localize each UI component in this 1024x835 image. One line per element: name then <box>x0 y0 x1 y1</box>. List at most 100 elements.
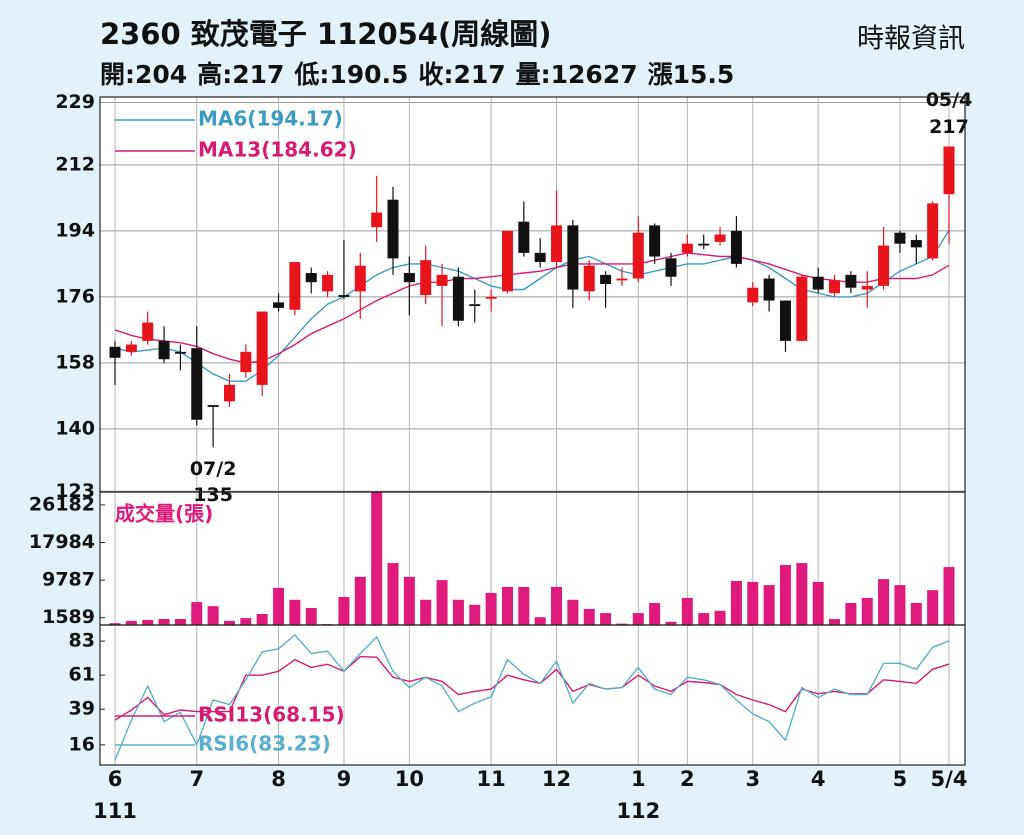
candle-body <box>665 258 677 277</box>
legend-label: RSI13(68.15) <box>198 703 345 727</box>
y-tick-label: 123 <box>55 480 95 502</box>
volume-bar <box>305 608 317 625</box>
series-line <box>114 252 950 364</box>
volume-bar <box>142 619 154 625</box>
y-tick-label: 194 <box>55 219 95 241</box>
x-tick-label: 9 <box>337 767 352 791</box>
volume-bar <box>125 620 137 625</box>
volume-bar <box>681 597 693 625</box>
y-tick-label: 158 <box>55 351 95 373</box>
stat-value: 15.5 <box>673 60 735 89</box>
volume-bar <box>730 580 742 625</box>
candle-body <box>354 265 366 292</box>
candle-body <box>158 340 170 360</box>
candle-body <box>796 276 808 341</box>
x-tick-label: 4 <box>811 767 826 791</box>
candle-body <box>256 311 268 385</box>
stat-label: 收: <box>418 60 453 89</box>
y-tick-label: 212 <box>55 153 95 175</box>
candle-body <box>273 302 285 308</box>
volume-bar <box>371 492 383 625</box>
x-tick-label: 7 <box>189 767 204 791</box>
volume-bar <box>600 613 612 625</box>
x-tick-label: 3 <box>745 767 760 791</box>
volume-bar <box>845 602 857 625</box>
volume-bar <box>861 597 873 625</box>
candle-body <box>322 274 334 292</box>
candle-body <box>829 280 841 294</box>
x-tick-label: 10 <box>395 767 424 791</box>
volume-bar <box>109 623 121 625</box>
candle-body <box>747 287 759 303</box>
candle-body <box>927 203 939 259</box>
candle-body <box>289 262 301 310</box>
volume-bar <box>698 613 710 625</box>
stat-label: 開: <box>100 60 135 89</box>
stat-value: 12627 <box>551 60 638 89</box>
x-tick-label: 11 <box>477 767 506 791</box>
x-tick-label: 5/4 <box>931 767 968 791</box>
candle-body <box>714 234 726 242</box>
candle-body <box>649 225 661 257</box>
candle-body <box>730 230 742 264</box>
stat-label: 漲 <box>648 60 674 89</box>
y-tick-label: 61 <box>69 664 95 686</box>
candle-body <box>420 260 432 296</box>
volume-bar <box>894 585 906 625</box>
x-tick-label: 1 <box>631 767 646 791</box>
volume-bar <box>469 604 481 625</box>
x-year-label: 111 <box>93 799 137 823</box>
candle-body <box>779 300 791 341</box>
stat-label: 高: <box>197 60 232 89</box>
stat-label: 低: <box>293 60 329 89</box>
volume-bar <box>436 580 448 625</box>
volume-bar <box>501 586 513 625</box>
volume-bar <box>387 563 399 625</box>
volume-bar <box>632 613 644 625</box>
volume-bar <box>779 564 791 625</box>
volume-bar <box>338 597 350 625</box>
legend-label: MA13(184.62) <box>198 138 357 162</box>
x-year-label: 112 <box>616 799 660 823</box>
stats-line: 開:204 高:217 低:190.5 收:217 量:12627 漲15.5 <box>100 60 734 89</box>
candle-body <box>534 252 546 263</box>
stat-label: 量: <box>516 60 551 89</box>
y-tick-label: 1589 <box>42 606 95 628</box>
candle-body <box>812 276 824 290</box>
candle-body <box>894 232 906 244</box>
rsi-frame <box>99 624 966 766</box>
stat-value: 204 <box>135 60 187 89</box>
panels <box>100 97 965 765</box>
candle-body <box>191 348 203 420</box>
volume-bar <box>273 587 285 625</box>
volume-bar <box>289 599 301 625</box>
volume-bar <box>485 592 497 625</box>
y-tick-label: 17984 <box>29 531 95 553</box>
frames <box>99 96 966 766</box>
volume-bar <box>616 623 628 625</box>
plot-background <box>100 97 965 765</box>
x-tick-label: 2 <box>680 767 695 791</box>
candle-body <box>681 243 693 253</box>
x-tick-label: 6 <box>108 767 123 791</box>
candle-body <box>583 265 595 292</box>
chart-title: 2360 致茂電子 112054(周線圖) <box>100 17 551 51</box>
volume-bar <box>534 617 546 625</box>
candle-body <box>600 274 612 285</box>
y-tick-label: 229 <box>55 91 95 113</box>
volume-bar <box>943 567 955 625</box>
plot-area: 1231401581761942122291589978717984261821… <box>29 89 972 823</box>
candle-body <box>485 296 497 299</box>
candle-body <box>551 225 563 263</box>
candle-body <box>436 274 448 286</box>
candle-body <box>207 405 219 407</box>
annotation-label: 07/2 <box>190 458 237 480</box>
y-tick-label: 176 <box>55 285 95 307</box>
candle-body <box>763 278 775 301</box>
candle-body <box>223 384 235 402</box>
candle-body <box>845 274 857 288</box>
x-tick-label: 5 <box>893 767 908 791</box>
source: 時報資訊 <box>857 24 965 55</box>
annotation-value: 217 <box>929 116 969 138</box>
